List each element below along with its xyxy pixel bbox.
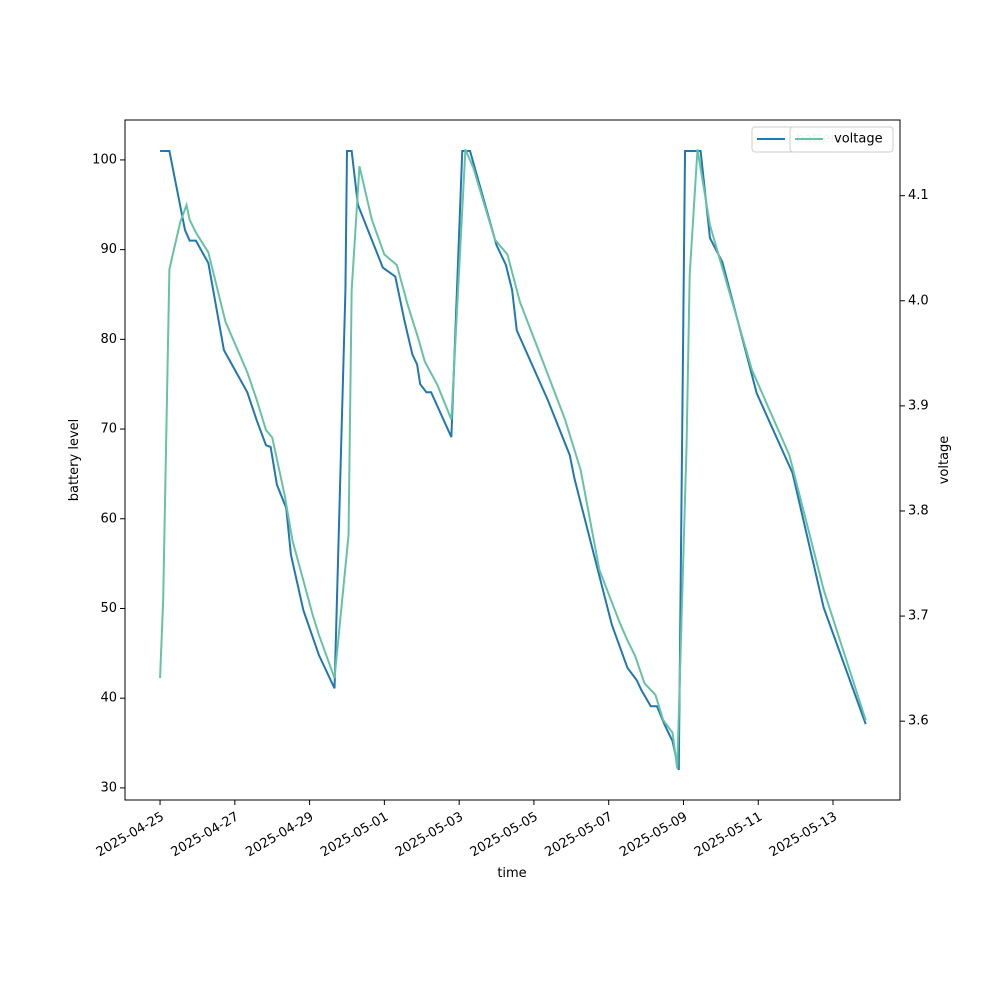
x-tick-label: 2025-04-25 xyxy=(94,810,167,861)
y2-tick-label: 3.9 xyxy=(908,398,929,413)
y-tick-label: 40 xyxy=(100,691,117,706)
y2-tick-label: 3.6 xyxy=(908,714,929,729)
y2-tick-label: 4.0 xyxy=(908,293,929,308)
x-tick-label: 2025-05-03 xyxy=(393,810,466,861)
line-series xyxy=(160,149,867,771)
x-tick-label: 2025-05-01 xyxy=(318,810,391,861)
y-tick-label: 50 xyxy=(100,601,117,616)
line-series xyxy=(159,149,867,769)
y-tick-label: 60 xyxy=(100,511,117,526)
y-tick-label: 30 xyxy=(100,780,117,795)
x-tick-label: 2025-05-11 xyxy=(692,810,765,861)
y-tick-label: 90 xyxy=(100,242,117,257)
x-tick-label: 2025-05-09 xyxy=(617,810,690,861)
y2-tick-label: 3.7 xyxy=(908,609,929,624)
x-tick-label: 2025-05-05 xyxy=(468,810,541,861)
legend: voltage xyxy=(789,126,894,153)
y2-tick-label: 3.8 xyxy=(908,503,929,518)
y-axis-label: battery level xyxy=(67,419,82,502)
x-tick-label: 2025-04-29 xyxy=(243,810,316,861)
y-tick-label: 70 xyxy=(100,422,117,437)
x-tick-label: 2025-04-27 xyxy=(169,810,242,861)
legend-label: voltage xyxy=(834,132,883,147)
y-tick-label: 80 xyxy=(100,332,117,347)
legend-box xyxy=(789,126,894,153)
y2-axis-label: voltage xyxy=(937,436,952,485)
y-tick-label: 100 xyxy=(92,152,117,167)
y2-tick-label: 4.1 xyxy=(908,188,929,203)
x-tick-label: 2025-05-13 xyxy=(767,810,840,861)
axes-frame xyxy=(124,119,901,801)
x-axis-label: time xyxy=(497,866,526,881)
x-tick-label: 2025-05-07 xyxy=(543,810,616,861)
